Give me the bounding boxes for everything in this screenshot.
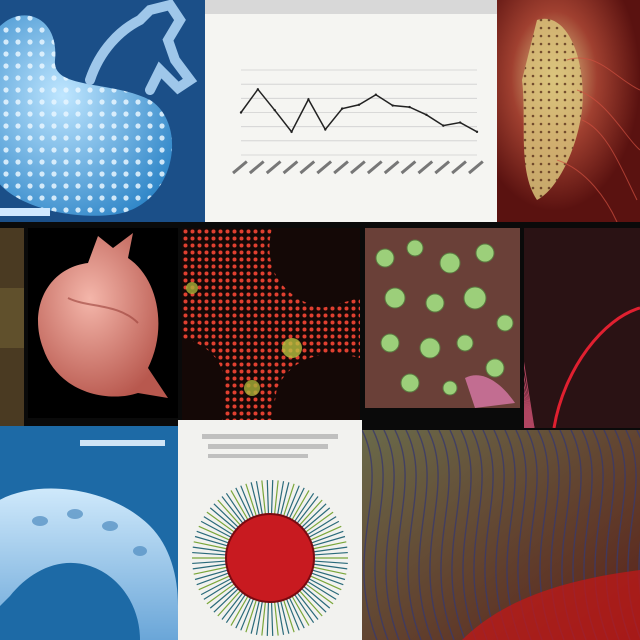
red-network-graphic: [182, 228, 360, 420]
red-cell-network: [182, 228, 360, 420]
x-tick-mark: [299, 160, 316, 175]
partial-tissue-sliver: [0, 228, 24, 426]
x-tick-mark: [400, 160, 417, 175]
pink-organ-illustration: [28, 228, 178, 418]
vessel-network-micrograph: [362, 430, 640, 640]
chart-point: [239, 111, 243, 114]
chart-point: [391, 104, 394, 107]
spiky-sphere-illustration: [178, 420, 362, 640]
x-tick-mark: [468, 160, 484, 175]
x-tick-mark: [417, 160, 434, 175]
chart-point: [340, 107, 344, 110]
line-chart: [232, 69, 484, 175]
toolbar-strip: [205, 0, 497, 14]
chart-point: [307, 98, 310, 101]
chart-point: [475, 130, 479, 134]
x-tick-mark: [366, 160, 383, 175]
x-tick-mark: [232, 160, 248, 175]
red-tissue-graphic: [497, 0, 640, 222]
x-tick-mark: [451, 160, 467, 175]
x-tick-mark: [383, 160, 400, 175]
x-tick-mark: [316, 160, 333, 175]
chart-point: [458, 121, 462, 124]
chart-point: [425, 113, 428, 117]
chart-point: [256, 88, 260, 91]
organ-graphic: [28, 228, 178, 418]
sphere-graphic: [178, 420, 362, 640]
green-cells-micrograph: [365, 228, 520, 408]
x-tick-mark: [350, 160, 366, 175]
chart-point: [290, 130, 293, 134]
red-tissue-micrograph: [497, 0, 640, 222]
chart-gridlines: [241, 69, 477, 156]
green-cells-graphic: [365, 228, 520, 408]
blue-tube-illustration: [0, 426, 178, 640]
chart-series-line: [240, 88, 478, 134]
chart-screenshot: [205, 0, 497, 222]
chart-points: [239, 88, 479, 134]
chart-point: [408, 105, 411, 109]
x-tick-mark: [282, 160, 299, 175]
blue-tube-graphic: [0, 426, 178, 640]
chart-point: [273, 108, 276, 112]
sliver-graphic: [0, 228, 24, 426]
x-tick-mark: [265, 160, 282, 175]
chart-point: [374, 93, 378, 96]
chart-point: [357, 103, 361, 106]
blue-cell-illustration: [0, 0, 205, 222]
chart-point: [442, 124, 445, 127]
vessels-graphic: [362, 430, 640, 640]
x-tick-mark: [333, 160, 349, 175]
x-tick-mark: [434, 160, 451, 175]
chart-point: [324, 128, 327, 131]
blue-cell-graphic: [0, 0, 205, 222]
x-tick-mark: [248, 160, 265, 175]
fan-graphic: [524, 228, 640, 428]
fan-fibers-illustration: [524, 228, 640, 428]
